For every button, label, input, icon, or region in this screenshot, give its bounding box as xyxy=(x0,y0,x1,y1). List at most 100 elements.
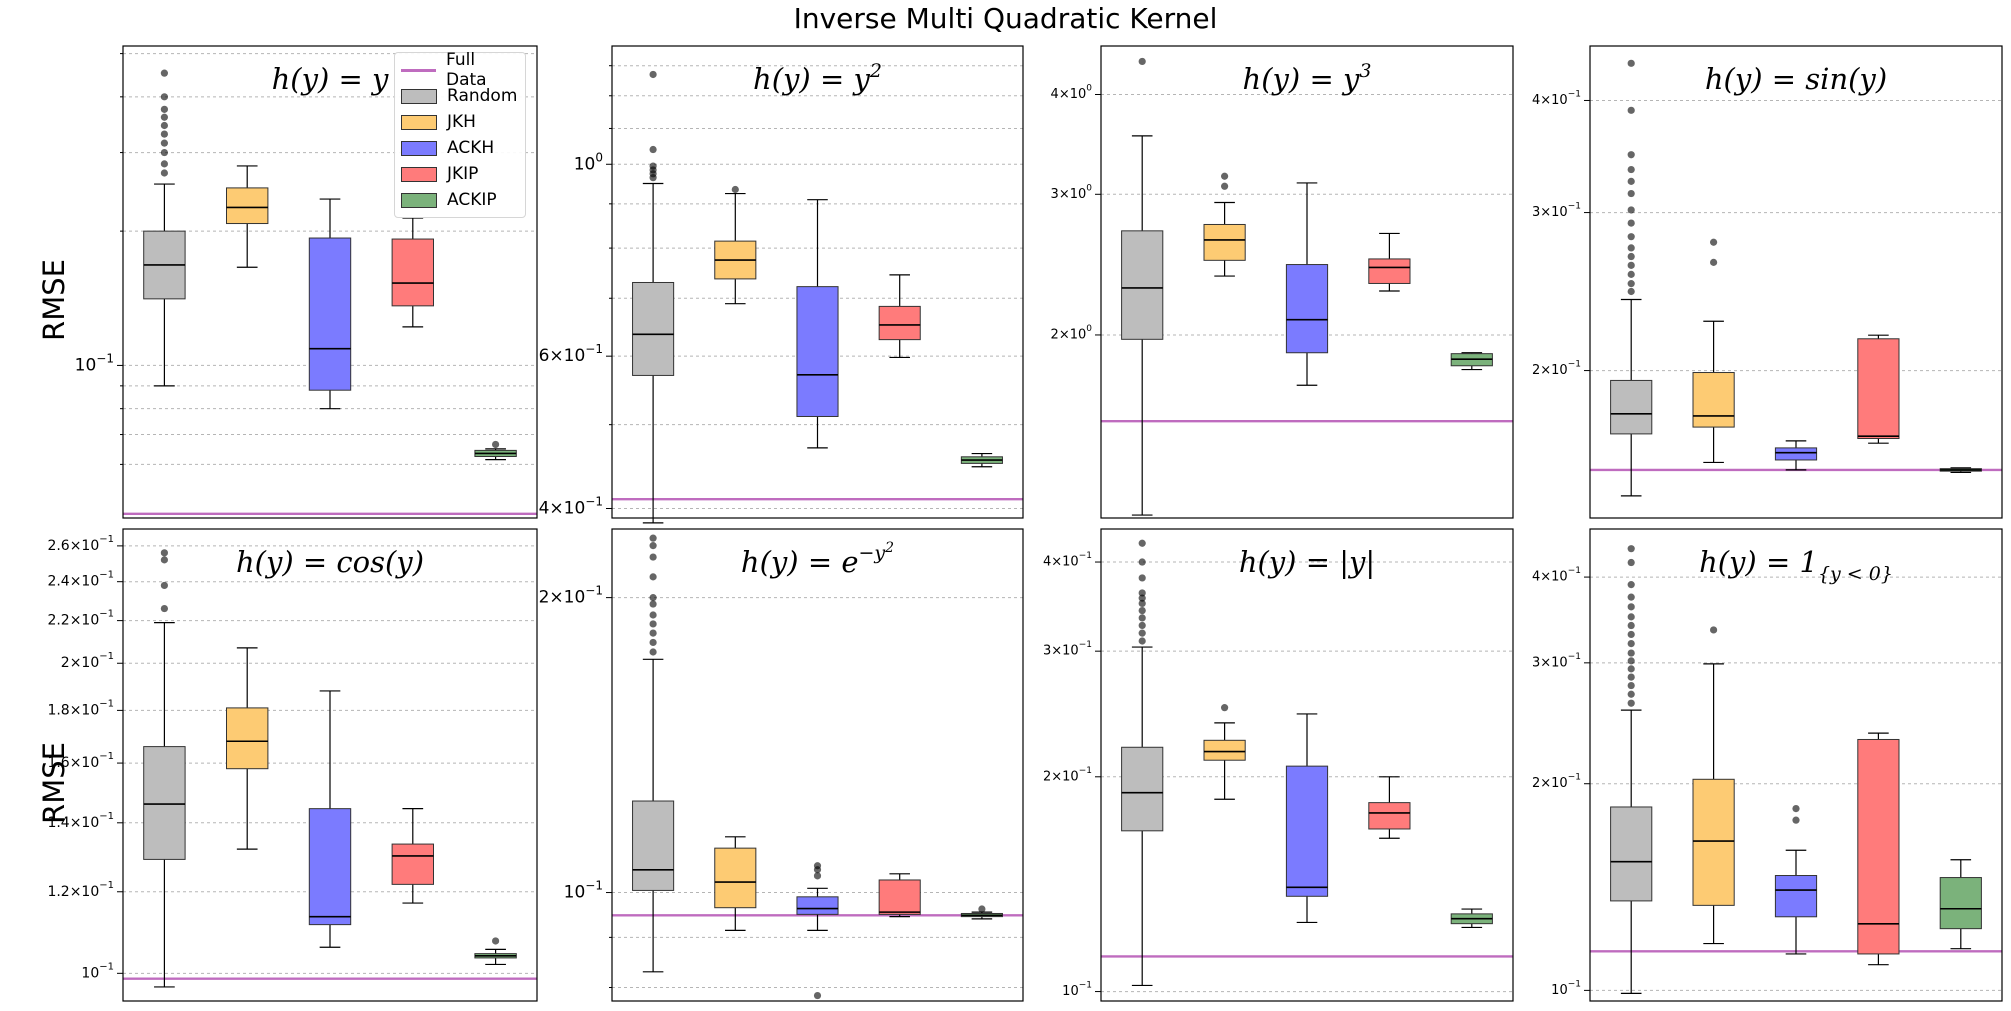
outlier-point xyxy=(649,70,657,79)
box-random xyxy=(1610,59,1653,497)
y-tick-label: 3×10−1 xyxy=(1532,201,1581,220)
outlier-point xyxy=(649,553,657,561)
box-iqr xyxy=(308,237,352,391)
y-tick-label: 2×10−1 xyxy=(1532,772,1581,791)
outlier-point xyxy=(1627,665,1635,673)
box-iqr xyxy=(1610,806,1653,902)
y-tick-label: 3×10−1 xyxy=(1043,640,1092,659)
outlier-point xyxy=(1138,621,1146,630)
subplot-title: h(y) = sin(y) xyxy=(1705,62,1887,96)
outlier-point xyxy=(649,638,657,647)
box-random xyxy=(1121,57,1164,516)
outlier-point xyxy=(492,937,500,945)
outlier-point xyxy=(1221,704,1229,712)
box-ackip xyxy=(960,905,1003,920)
box-jkip xyxy=(391,217,435,328)
outlier-point xyxy=(160,556,168,564)
axes-frame xyxy=(122,45,538,519)
outlier-point xyxy=(1792,816,1800,824)
box-ackh xyxy=(1774,440,1818,471)
legend-item-full-data: Full Data xyxy=(401,50,519,90)
outlier-point xyxy=(1627,177,1635,185)
legend-item-jkh: JKH xyxy=(401,109,519,135)
box-iqr xyxy=(1285,765,1329,897)
y-tick-label: 2×10−1 xyxy=(539,583,603,608)
box-jkip xyxy=(878,873,921,918)
outlier-point xyxy=(1627,151,1635,159)
box-jkip xyxy=(1368,776,1411,839)
outlier-point xyxy=(1138,599,1146,608)
outlier-point xyxy=(1138,57,1146,66)
outlier-point xyxy=(649,629,657,637)
axes-frame xyxy=(1589,45,2003,519)
box-ackh xyxy=(1285,182,1329,386)
outlier-point xyxy=(1627,613,1635,621)
outlier-point xyxy=(160,169,168,177)
outlier-point xyxy=(160,581,168,590)
y-tick-label: 1.4×10−1 xyxy=(47,811,114,831)
legend-swatch-ackh xyxy=(401,140,437,156)
axes-frame xyxy=(122,528,538,1002)
box-iqr xyxy=(1610,379,1653,435)
outlier-point xyxy=(160,93,168,101)
outlier-point xyxy=(1627,649,1635,657)
box-iqr xyxy=(1285,264,1329,354)
box-ackh xyxy=(308,690,352,948)
box-ackip xyxy=(474,937,517,966)
legend-swatch-jkip xyxy=(401,166,437,182)
legend-label: JKH xyxy=(447,112,476,132)
y-tick-label: 2×10−1 xyxy=(1043,765,1092,784)
outlier-point xyxy=(160,139,168,147)
outlier-point xyxy=(649,600,657,608)
y-tick-label: 1.2×10−1 xyxy=(47,880,114,900)
box-jkh xyxy=(1203,172,1246,277)
outlier-point xyxy=(160,69,168,77)
outlier-point xyxy=(649,594,657,602)
y-tick-label: 1.6×10−1 xyxy=(47,751,114,771)
box-iqr xyxy=(878,879,921,915)
box-iqr xyxy=(1692,778,1735,906)
box-jkh xyxy=(714,185,757,305)
box-iqr xyxy=(1774,875,1818,918)
box-jkh xyxy=(714,836,757,931)
outlier-point xyxy=(1627,581,1635,589)
outlier-point xyxy=(1627,233,1635,241)
y-tick-label: 3×100 xyxy=(1051,183,1093,202)
outlier-point xyxy=(1627,287,1635,296)
outlier-point xyxy=(1627,106,1635,114)
outlier-point xyxy=(649,162,657,170)
subplot-title: h(y) = y3 xyxy=(1243,60,1372,96)
outlier-point xyxy=(160,160,168,168)
outlier-point xyxy=(1627,593,1635,601)
box-jkip xyxy=(1857,334,1900,444)
box-iqr xyxy=(308,808,352,926)
y-tick-label: 2.4×10−1 xyxy=(47,570,114,590)
outlier-point xyxy=(1138,539,1146,547)
y-tick-label: 2×100 xyxy=(1051,323,1093,342)
outlier-point xyxy=(649,573,657,581)
box-ackip xyxy=(474,440,517,461)
subplot-title: h(y) = |y| xyxy=(1239,545,1375,579)
outlier-point xyxy=(1627,699,1635,707)
y-tick-label: 100 xyxy=(574,150,603,175)
y-tick-label: 2.2×10−1 xyxy=(47,609,114,629)
box-random xyxy=(1121,539,1164,987)
subplot-3: 2×100 3×100 4×100 h(y) = y3 xyxy=(1051,45,1514,519)
y-tick-label: 1.8×10−1 xyxy=(47,698,114,718)
legend-label: ACKH xyxy=(447,138,495,158)
box-iqr xyxy=(1203,739,1246,761)
subplot-6: 10−1 2×10−1 h(y) = e−y2 xyxy=(539,528,1024,1002)
outlier-point xyxy=(1627,690,1635,698)
y-tick-label: 10−1 xyxy=(1062,980,1092,999)
y-tick-label: 10−1 xyxy=(564,878,603,903)
outlier-point xyxy=(1627,640,1635,648)
legend-swatch-random xyxy=(401,88,437,104)
y-tick-label: 2×10−1 xyxy=(1532,359,1581,378)
legend-item-ackh: ACKH xyxy=(401,135,519,161)
outlier-point xyxy=(978,905,986,913)
outlier-point xyxy=(160,549,168,557)
box-jkh xyxy=(1692,238,1735,464)
box-ackh xyxy=(308,198,352,410)
